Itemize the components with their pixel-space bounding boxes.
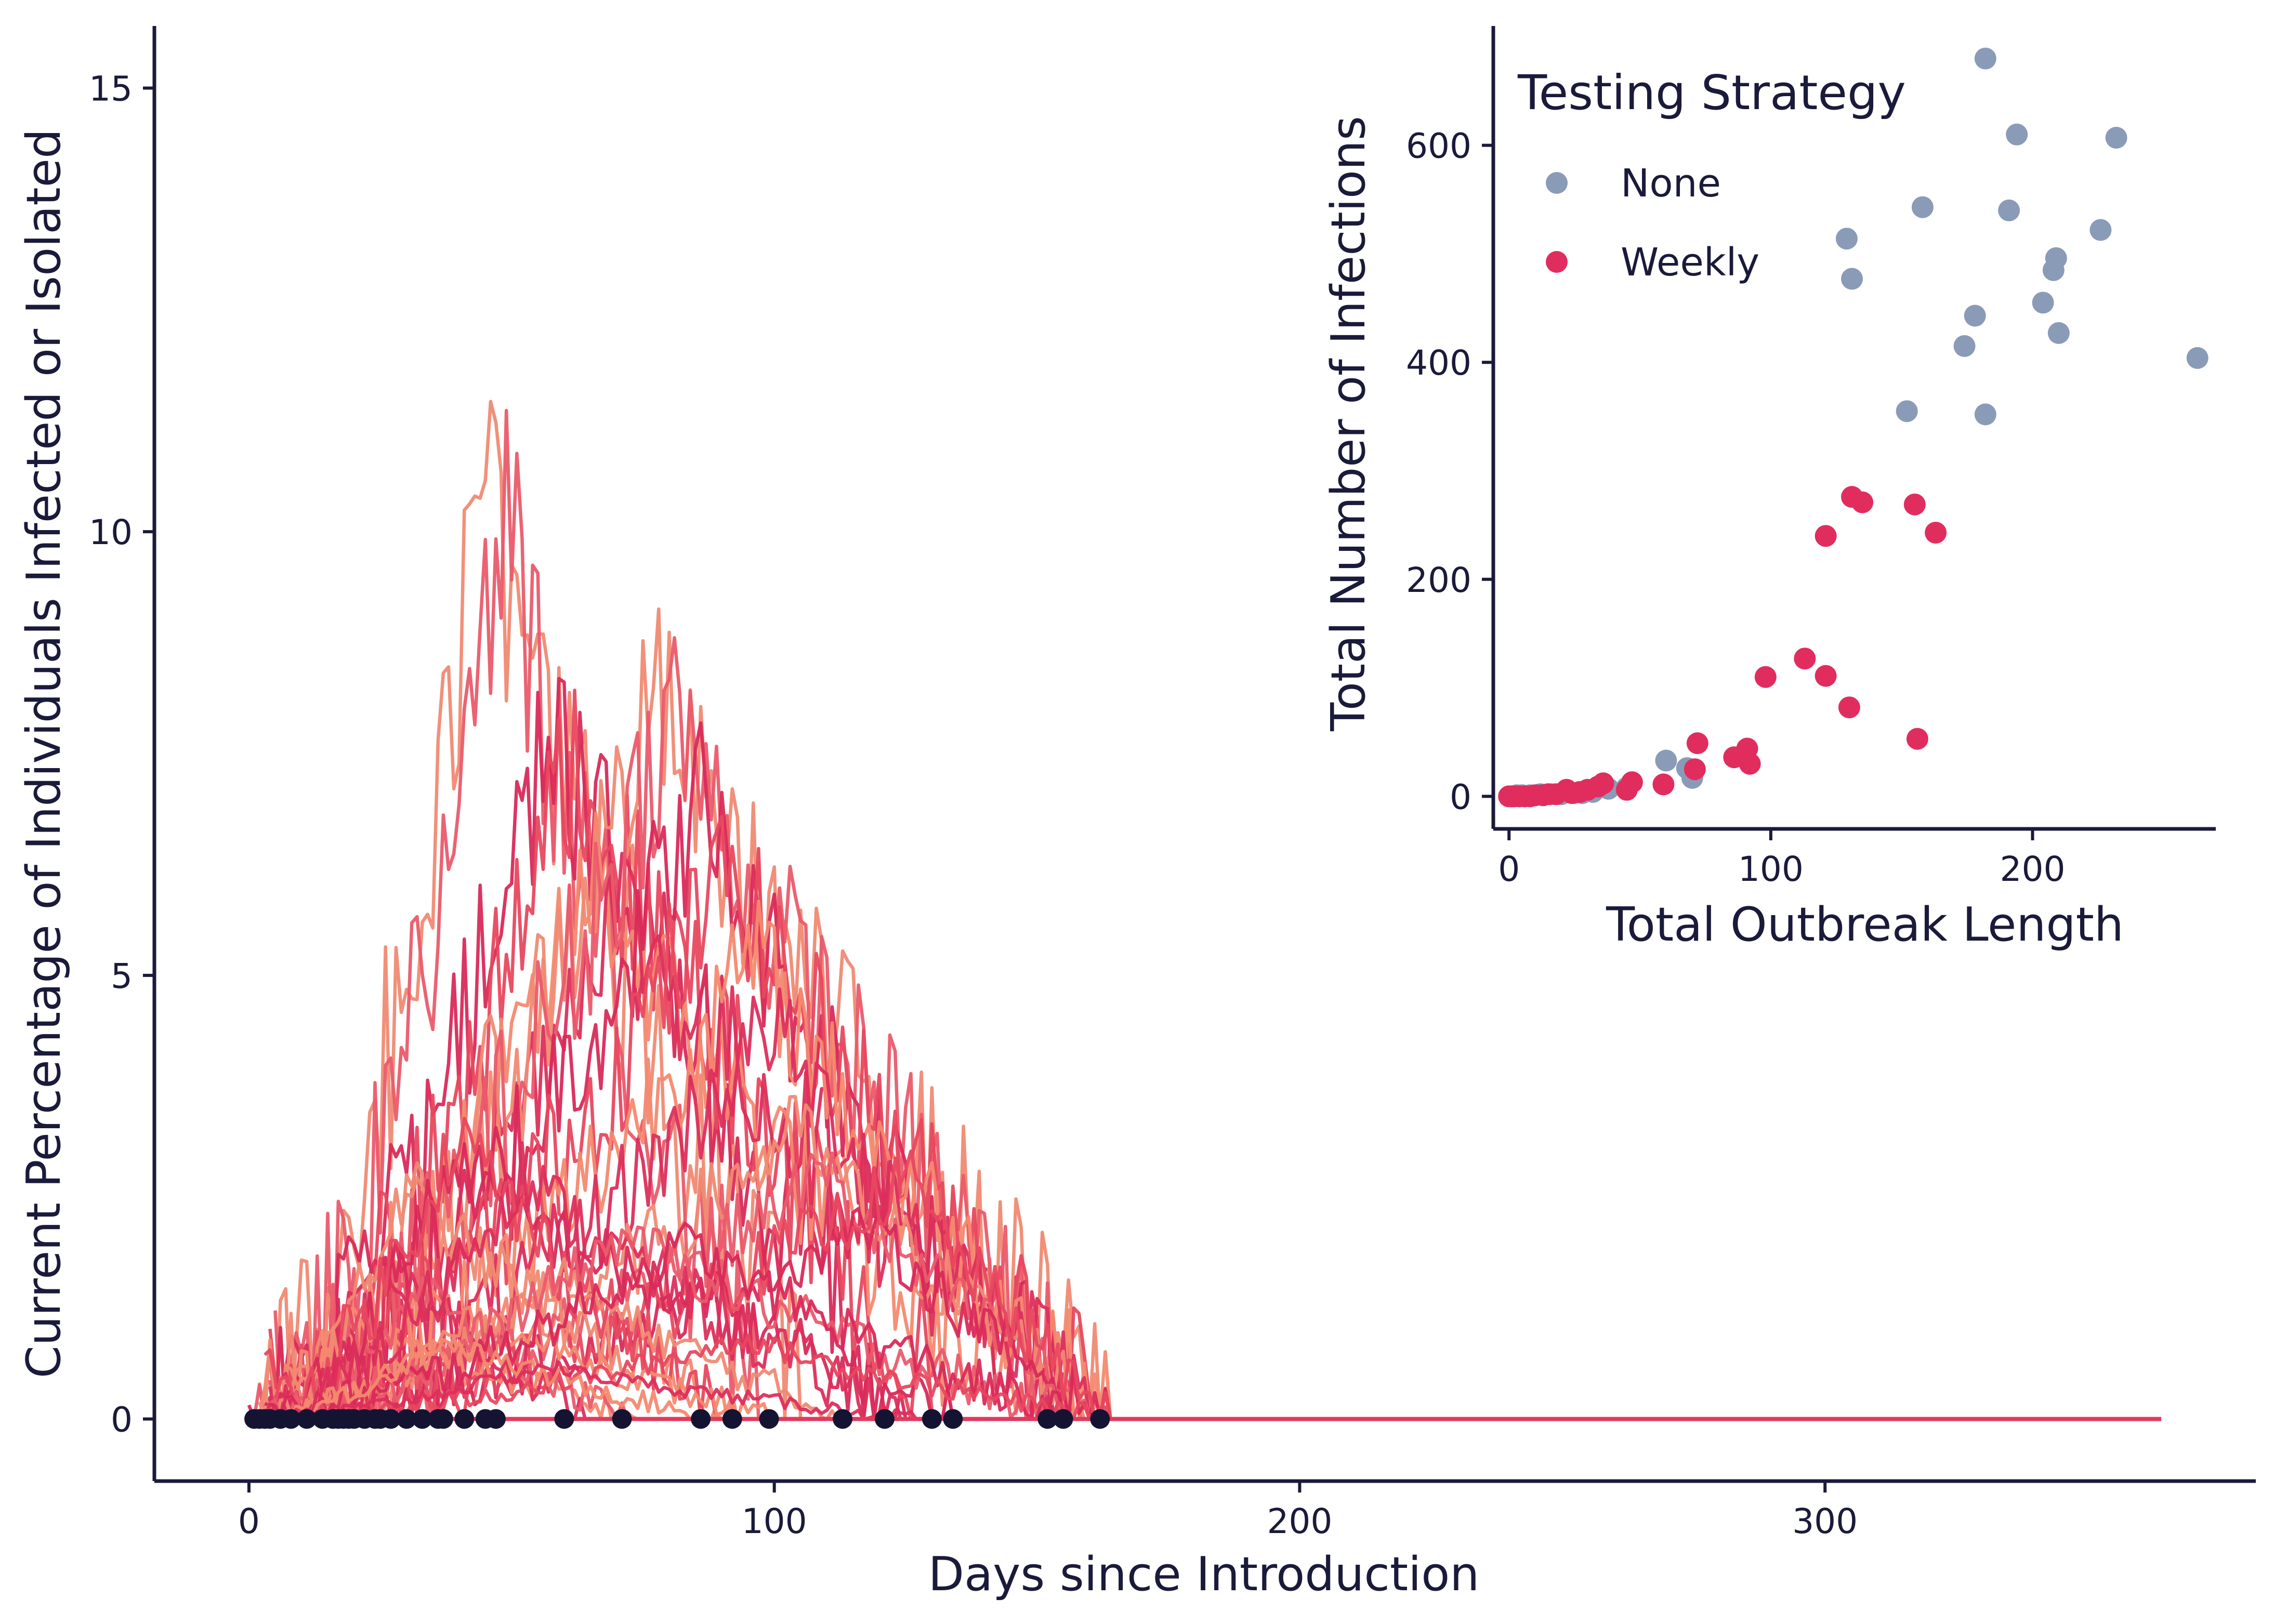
main-x-tick-label: 0 (238, 1501, 260, 1541)
scatter-point-none (1841, 268, 1863, 290)
scatter-point-none (2105, 127, 2127, 149)
scatter-point-none (1998, 199, 2020, 221)
outbreak-end-point (691, 1409, 711, 1429)
legend-label-weekly: Weekly (1621, 240, 1759, 285)
main-x-tick-label: 300 (1792, 1501, 1858, 1541)
scatter-point-none (2032, 292, 2054, 314)
main-x-axis-title: Days since Introduction (928, 1547, 1480, 1602)
main-axes: 0 100 200 300 0 5 10 15 (89, 26, 2256, 1541)
scatter-point-weekly (1652, 773, 1675, 796)
series-line (258, 1225, 1079, 1421)
scatter-point-weekly (1925, 522, 1947, 544)
scatter-point-none (2047, 322, 2070, 344)
outbreak-end-point (433, 1409, 453, 1429)
outbreak-end-point (1053, 1409, 1073, 1429)
scatter-point-none (1964, 305, 1986, 327)
scatter-point-weekly (1815, 525, 1837, 547)
series-line (264, 814, 1111, 1421)
inset-y-tick-label: 0 (1450, 777, 1471, 817)
inset-y-tick-label: 600 (1406, 126, 1471, 166)
scatter-point-none (1655, 749, 1677, 772)
scatter-point-none (2006, 123, 2028, 146)
outbreak-end-point (554, 1409, 574, 1429)
legend-label-none: None (1621, 161, 1721, 206)
outbreak-end-point (397, 1409, 417, 1429)
main-y-axis-title: Current Percentage of Individuals Infect… (17, 129, 71, 1378)
inset-x-tick-label: 100 (1738, 849, 1804, 889)
main-x-tick-label: 100 (742, 1501, 807, 1541)
inset-x-axis-title: Total Outbreak Length (1606, 897, 2124, 952)
scatter-point-weekly (1815, 665, 1837, 687)
outbreak-end-point (922, 1409, 942, 1429)
outbreak-end-point (412, 1409, 432, 1429)
main-x-tick-label: 200 (1267, 1501, 1332, 1541)
scatter-point-none (1974, 403, 1996, 426)
scatter-point-weekly (1851, 491, 1874, 513)
scatter-point-weekly (1906, 728, 1928, 750)
scatter-point-weekly (1754, 666, 1777, 688)
legend-title: Testing Strategy (1517, 65, 1906, 121)
scatter-point-weekly (1684, 758, 1706, 781)
scatter-point-none (2089, 219, 2112, 241)
outbreak-end-point (943, 1409, 963, 1429)
main-y-tick-label: 15 (89, 69, 133, 109)
scatter-point-weekly (1838, 696, 1860, 719)
outbreak-end-point (1090, 1409, 1110, 1429)
outbreak-end-point (281, 1409, 301, 1429)
main-y-tick-label: 10 (89, 512, 133, 552)
scatter-point-weekly (1903, 493, 1926, 516)
scatter-point-weekly (1686, 732, 1708, 755)
scatter-point-none (1953, 335, 1976, 357)
inset-y-tick-label: 400 (1406, 343, 1471, 383)
scatter-point-none (1896, 400, 1918, 422)
scatter-point-none (2042, 259, 2065, 281)
main-chart: 0 100 200 300 0 5 10 15 Days since Introduction… (17, 26, 2256, 1602)
main-series-group (247, 400, 1112, 1421)
outbreak-end-point (1037, 1409, 1058, 1429)
inset-x-tick-label: 200 (2000, 849, 2065, 889)
legend-marker-none (1546, 172, 1568, 194)
outbreak-end-point (612, 1409, 632, 1429)
outbreak-end-point (759, 1409, 779, 1429)
series-line (248, 1221, 1070, 1421)
scatter-point-weekly (1794, 648, 1816, 670)
scatter-point-weekly (1739, 752, 1761, 775)
scatter-point-none (2186, 347, 2209, 369)
scatter-point-none (1974, 47, 1996, 70)
legend: Testing Strategy None Weekly (1517, 65, 1906, 285)
inset-x-tick-label: 0 (1498, 849, 1520, 889)
main-end-markers (244, 1409, 1110, 1429)
main-y-tick-label: 5 (111, 956, 133, 996)
main-y-tick-label: 0 (111, 1399, 133, 1440)
outbreak-end-point (722, 1409, 742, 1429)
outbreak-end-point (380, 1409, 401, 1429)
series-line (258, 1338, 723, 1421)
outbreak-end-point (297, 1409, 317, 1429)
series-line (259, 1117, 722, 1421)
outbreak-end-point (874, 1409, 895, 1429)
series-line (248, 1360, 922, 1421)
scatter-point-weekly (1498, 785, 1520, 808)
outbreak-end-point (485, 1409, 506, 1429)
legend-marker-weekly (1546, 251, 1568, 273)
inset-axes: 0 100 200 0 200 400 600 (1406, 26, 2216, 889)
series-line (268, 1141, 906, 1421)
inset-points-group (1498, 47, 2209, 808)
inset-y-tick-label: 200 (1406, 560, 1471, 600)
series-line (268, 688, 955, 1421)
outbreak-end-point (833, 1409, 853, 1429)
scatter-point-none (1835, 228, 1858, 250)
scatter-point-none (1911, 196, 1934, 218)
inset-y-axis-title: Total Number of Infections (1321, 116, 1376, 732)
outbreak-end-point (454, 1409, 475, 1429)
scatter-point-weekly (1615, 778, 1638, 801)
